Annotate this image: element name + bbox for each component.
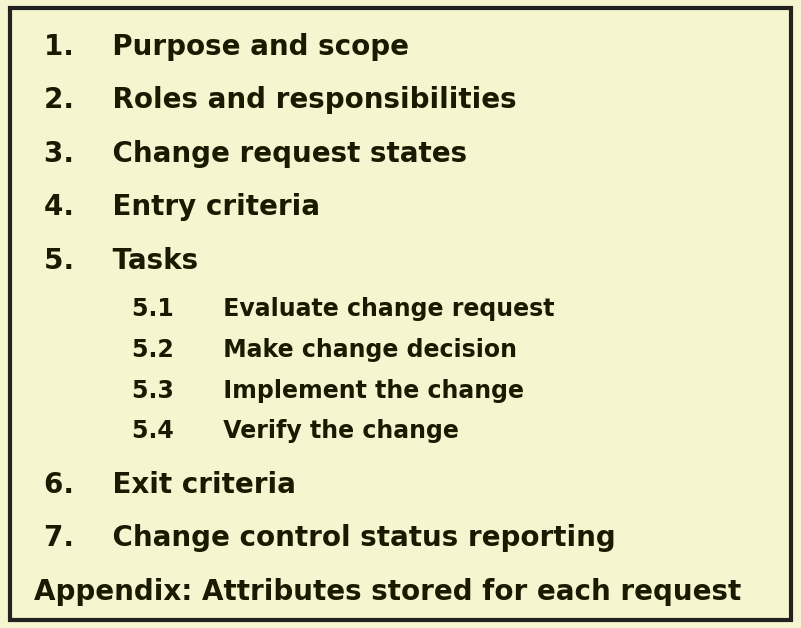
Text: 5.4      Verify the change: 5.4 Verify the change [132, 420, 459, 443]
Text: 1.    Purpose and scope: 1. Purpose and scope [44, 33, 409, 61]
Text: 2.    Roles and responsibilities: 2. Roles and responsibilities [44, 87, 517, 114]
Text: 5.2      Make change decision: 5.2 Make change decision [132, 338, 517, 362]
FancyBboxPatch shape [10, 8, 791, 620]
Text: 7.    Change control status reporting: 7. Change control status reporting [44, 524, 616, 552]
Text: Appendix: Attributes stored for each request: Appendix: Attributes stored for each req… [34, 578, 741, 605]
Text: 5.3      Implement the change: 5.3 Implement the change [132, 379, 524, 403]
Text: 5.1      Evaluate change request: 5.1 Evaluate change request [132, 297, 554, 321]
Text: 4.    Entry criteria: 4. Entry criteria [44, 193, 320, 221]
Text: 5.    Tasks: 5. Tasks [44, 247, 198, 274]
Text: 6.    Exit criteria: 6. Exit criteria [44, 471, 296, 499]
Text: 3.    Change request states: 3. Change request states [44, 140, 467, 168]
